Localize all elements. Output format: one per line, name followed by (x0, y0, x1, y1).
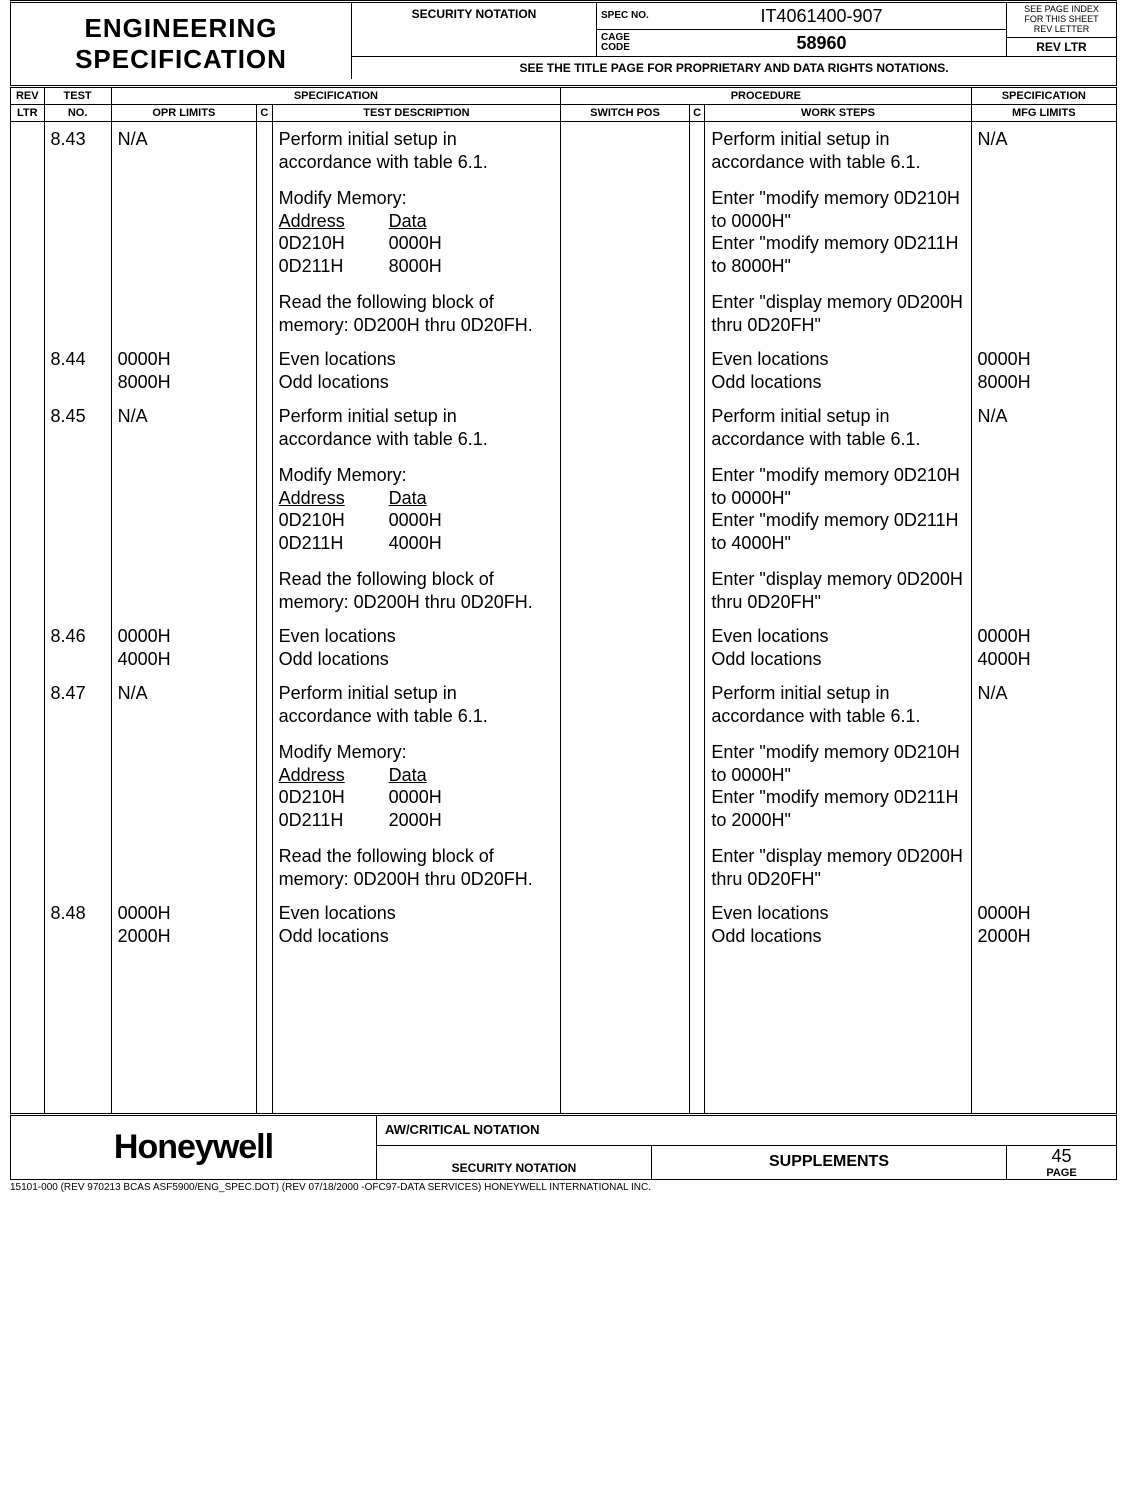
hdr-opr-limits: OPR LIMITS (111, 105, 256, 122)
form-fineprint: 15101-000 (REV 970213 BCAS ASF5900/ENG_S… (10, 1180, 1117, 1213)
rev-ltr-cell (11, 122, 45, 342)
opr-limits-cell: 0000H8000H (111, 342, 256, 399)
hdr-rev: REV (11, 87, 45, 105)
table-row: 8.440000H8000HEven locationsOdd location… (11, 342, 1117, 399)
footer-block: Honeywell AW/CRITICAL NOTATION SECURITY … (10, 1113, 1117, 1180)
switch-pos-cell (561, 122, 690, 342)
mfg-limits-cell: 0000H8000H (971, 342, 1116, 399)
test-no-cell: 8.48 (44, 896, 111, 953)
footer-security-notation: SECURITY NOTATION (376, 1146, 651, 1179)
test-no-cell: 8.46 (44, 619, 111, 676)
work-steps-cell: Perform initial setup in accordance with… (705, 122, 971, 342)
page-number-box: 45 PAGE (1006, 1146, 1116, 1179)
hdr-work-steps: WORK STEPS (705, 105, 971, 122)
rev-ltr-cell (11, 399, 45, 619)
hdr-test-description: TEST DESCRIPTION (272, 105, 561, 122)
supplements-label: SUPPLEMENTS (651, 1146, 1006, 1179)
c-cell (257, 342, 273, 399)
c-cell (257, 122, 273, 342)
filler-row (11, 953, 1117, 1113)
c-cell (257, 399, 273, 619)
c-cell (689, 676, 705, 896)
test-description-cell: Perform initial setup in accordance with… (272, 122, 561, 342)
spec-no-value: IT4061400-907 (657, 6, 1006, 27)
opr-limits-cell: 0000H2000H (111, 896, 256, 953)
c-cell (689, 122, 705, 342)
table-row: 8.460000H4000HEven locationsOdd location… (11, 619, 1117, 676)
hdr-no: NO. (44, 105, 111, 122)
cage-code-label: CAGE CODE (597, 33, 657, 53)
c-cell (689, 896, 705, 953)
rev-index-note: SEE PAGE INDEX FOR THIS SHEET REV LETTER (1007, 3, 1116, 38)
hdr-c1: C (257, 105, 273, 122)
work-steps-cell: Perform initial setup in accordance with… (705, 676, 971, 896)
opr-limits-cell: N/A (111, 122, 256, 342)
work-steps-cell: Even locationsOdd locations (705, 342, 971, 399)
mfg-limits-cell: N/A (971, 399, 1116, 619)
c-cell (689, 619, 705, 676)
page-number: 45 (1007, 1146, 1116, 1167)
hdr-specification: SPECIFICATION (111, 87, 561, 105)
test-description-cell: Even locationsOdd locations (272, 896, 561, 953)
test-no-cell: 8.43 (44, 122, 111, 342)
switch-pos-cell (561, 342, 690, 399)
rev-ltr-cell (11, 619, 45, 676)
rev-ltr-cell (11, 896, 45, 953)
hdr-specification2: SPECIFICATION (971, 87, 1116, 105)
mfg-limits-cell: 0000H2000H (971, 896, 1116, 953)
c-cell (257, 676, 273, 896)
spec-table: 8.43N/APerform initial setup in accordan… (10, 122, 1117, 1114)
column-header: REV TEST SPECIFICATION PROCEDURE SPECIFI… (10, 85, 1117, 122)
proprietary-note: SEE THE TITLE PAGE FOR PROPRIETARY AND D… (351, 57, 1116, 79)
doc-title: ENGINEERING SPECIFICATION (11, 3, 351, 85)
security-notation-label: SECURITY NOTATION (351, 3, 596, 57)
table-row: 8.480000H2000HEven locationsOdd location… (11, 896, 1117, 953)
hdr-procedure: PROCEDURE (561, 87, 971, 105)
aw-critical-notation: AW/CRITICAL NOTATION (376, 1116, 1116, 1146)
header-block: ENGINEERING SPECIFICATION SECURITY NOTAT… (10, 0, 1117, 85)
hdr-mfg-limits: MFG LIMITS (971, 105, 1116, 122)
mfg-limits-cell: N/A (971, 676, 1116, 896)
c-cell (689, 342, 705, 399)
work-steps-cell: Even locationsOdd locations (705, 619, 971, 676)
c-cell (689, 399, 705, 619)
switch-pos-cell (561, 399, 690, 619)
test-description-cell: Perform initial setup in accordance with… (272, 676, 561, 896)
opr-limits-cell: N/A (111, 399, 256, 619)
opr-limits-cell: 0000H4000H (111, 619, 256, 676)
cage-code-value: 58960 (657, 33, 1006, 54)
title-line1: ENGINEERING (84, 13, 277, 44)
hdr-test: TEST (44, 87, 111, 105)
switch-pos-cell (561, 676, 690, 896)
opr-limits-cell: N/A (111, 676, 256, 896)
spec-no-label: SPEC NO. (597, 11, 657, 21)
table-row: 8.43N/APerform initial setup in accordan… (11, 122, 1117, 342)
test-no-cell: 8.44 (44, 342, 111, 399)
table-row: 8.47N/APerform initial setup in accordan… (11, 676, 1117, 896)
title-line2: SPECIFICATION (75, 44, 287, 75)
work-steps-cell: Even locationsOdd locations (705, 896, 971, 953)
table-row: 8.45N/APerform initial setup in accordan… (11, 399, 1117, 619)
test-no-cell: 8.47 (44, 676, 111, 896)
c-cell (257, 896, 273, 953)
mfg-limits-cell: N/A (971, 122, 1116, 342)
test-no-cell: 8.45 (44, 399, 111, 619)
test-description-cell: Even locationsOdd locations (272, 342, 561, 399)
c-cell (257, 619, 273, 676)
switch-pos-cell (561, 896, 690, 953)
rev-ltr-cell (11, 676, 45, 896)
rev-ltr-cell (11, 342, 45, 399)
hdr-c2: C (689, 105, 705, 122)
work-steps-cell: Perform initial setup in accordance with… (705, 399, 971, 619)
test-description-cell: Even locationsOdd locations (272, 619, 561, 676)
rev-ltr-label: REV LTR (1007, 38, 1116, 56)
page-label: PAGE (1007, 1167, 1116, 1179)
hdr-switch-pos: SWITCH POS (561, 105, 690, 122)
switch-pos-cell (561, 619, 690, 676)
mfg-limits-cell: 0000H4000H (971, 619, 1116, 676)
honeywell-logo: Honeywell (114, 1128, 273, 1167)
test-description-cell: Perform initial setup in accordance with… (272, 399, 561, 619)
hdr-ltr: LTR (11, 105, 45, 122)
